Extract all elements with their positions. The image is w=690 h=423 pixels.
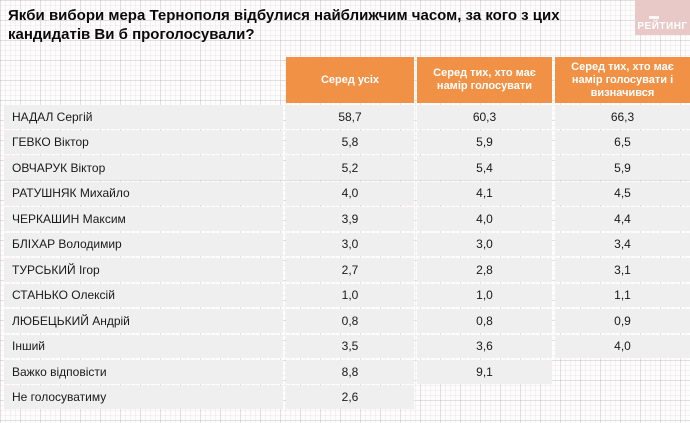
value-cell: 0,9 — [555, 309, 690, 333]
row-label: СТАНЬКО Олексій — [4, 283, 283, 307]
value-cell — [555, 386, 690, 410]
value-cell: 1,0 — [286, 283, 414, 307]
value-cell: 4,1 — [417, 181, 552, 205]
value-cell: 66,3 — [555, 105, 690, 129]
value-cell: 3,4 — [555, 232, 690, 256]
column-header: Серед усіх — [286, 57, 414, 103]
value-cell — [417, 386, 552, 410]
value-cell: 3,5 — [286, 334, 414, 358]
row-label: Не голосуватиму — [4, 385, 283, 409]
value-cell: 4,5 — [555, 181, 690, 205]
value-cell: 8,8 — [286, 360, 414, 384]
value-cell: 1,0 — [417, 283, 552, 307]
value-cell: 5,9 — [417, 130, 552, 154]
value-cell: 6,5 — [555, 130, 690, 154]
row-label: ЧЕРКАШИН Максим — [4, 207, 283, 231]
value-cell: 4,4 — [555, 207, 690, 231]
value-cell: 4,0 — [417, 207, 552, 231]
row-label: ОВЧАРУК Віктор — [4, 156, 283, 180]
value-cell: 0,8 — [417, 309, 552, 333]
row-label: НАДАЛ Сергій — [4, 105, 283, 129]
rating-group-logo: РЕЙТИНГ — [635, 0, 690, 35]
value-cell: 58,7 — [286, 105, 414, 129]
rating-logo-text: РЕЙТИНГ — [637, 21, 688, 32]
row-label: Інший — [4, 334, 283, 358]
value-cell — [555, 360, 690, 384]
value-cell: 60,3 — [417, 105, 552, 129]
row-label: РАТУШНЯК Михайло — [4, 181, 283, 205]
value-cell: 2,8 — [417, 258, 552, 282]
value-cell: 2,6 — [286, 385, 414, 409]
value-cell: 9,1 — [417, 360, 552, 384]
value-cell: 0,8 — [286, 309, 414, 333]
value-cell: 3,9 — [286, 207, 414, 231]
value-cell: 4,0 — [555, 334, 690, 358]
value-cell: 5,2 — [286, 156, 414, 180]
row-label: Важко відповісти — [4, 360, 283, 384]
value-cell: 3,1 — [555, 258, 690, 282]
logo-small-mark — [649, 16, 659, 19]
row-label: ТУРСЬКИЙ Ігор — [4, 258, 283, 282]
row-label: ЛЮБЕЦЬКИЙ Андрій — [4, 309, 283, 333]
value-cell: 3,6 — [417, 334, 552, 358]
column-header: Серед тих, хто має намір голосувати — [417, 57, 552, 103]
value-cell: 4,0 — [286, 181, 414, 205]
value-cell: 5,8 — [286, 130, 414, 154]
results-table: Серед усіх Серед тих, хто має намір голос… — [4, 57, 690, 409]
row-label: ГЕВКО Віктор — [4, 130, 283, 154]
value-cell: 3,0 — [417, 232, 552, 256]
row-label: БЛІХАР Володимир — [4, 232, 283, 256]
header-spacer — [4, 57, 283, 103]
value-cell: 3,0 — [286, 232, 414, 256]
column-header: Серед тих, хто має намір голосувати і ви… — [555, 57, 690, 103]
value-cell: 1,1 — [555, 283, 690, 307]
value-cell: 5,9 — [555, 156, 690, 180]
page-title: Якби вибори мера Тернополя відбулися най… — [8, 7, 560, 43]
value-cell: 5,4 — [417, 156, 552, 180]
value-cell: 2,7 — [286, 258, 414, 282]
